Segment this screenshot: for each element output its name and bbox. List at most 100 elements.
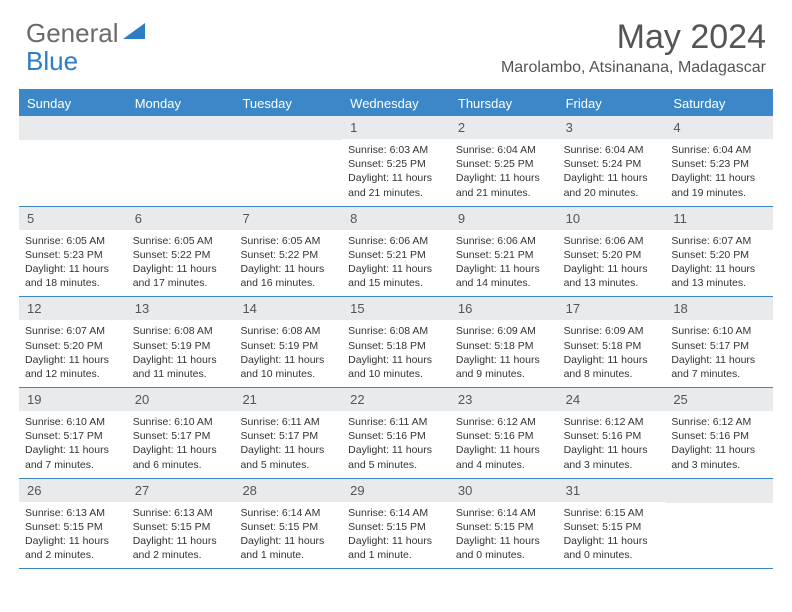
day-info	[127, 140, 235, 200]
day-number: 4	[665, 116, 773, 139]
month-title: May 2024	[501, 18, 766, 57]
logo-text-blue: Blue	[26, 46, 78, 76]
day-cell: 7Sunrise: 6:05 AMSunset: 5:22 PMDaylight…	[234, 207, 342, 297]
day-number: 12	[19, 297, 127, 320]
day-number	[127, 116, 235, 140]
day-info: Sunrise: 6:14 AMSunset: 5:15 PMDaylight:…	[450, 502, 558, 569]
day-number: 24	[558, 388, 666, 411]
day-cell: 26Sunrise: 6:13 AMSunset: 5:15 PMDayligh…	[19, 479, 127, 569]
day-number: 1	[342, 116, 450, 139]
day-info	[665, 503, 773, 563]
day-cell: 25Sunrise: 6:12 AMSunset: 5:16 PMDayligh…	[665, 388, 773, 478]
day-number: 28	[234, 479, 342, 502]
day-cell: 19Sunrise: 6:10 AMSunset: 5:17 PMDayligh…	[19, 388, 127, 478]
day-cell: 16Sunrise: 6:09 AMSunset: 5:18 PMDayligh…	[450, 297, 558, 387]
day-info: Sunrise: 6:05 AMSunset: 5:22 PMDaylight:…	[127, 230, 235, 297]
week-row: 26Sunrise: 6:13 AMSunset: 5:15 PMDayligh…	[19, 479, 773, 570]
day-cell: 21Sunrise: 6:11 AMSunset: 5:17 PMDayligh…	[234, 388, 342, 478]
day-number: 13	[127, 297, 235, 320]
day-cell: 10Sunrise: 6:06 AMSunset: 5:20 PMDayligh…	[558, 207, 666, 297]
day-header: Sunday	[19, 91, 127, 116]
day-number: 26	[19, 479, 127, 502]
location-subtitle: Marolambo, Atsinanana, Madagascar	[501, 59, 766, 77]
day-info: Sunrise: 6:07 AMSunset: 5:20 PMDaylight:…	[19, 320, 127, 387]
day-number: 7	[234, 207, 342, 230]
week-row: 12Sunrise: 6:07 AMSunset: 5:20 PMDayligh…	[19, 297, 773, 388]
day-cell: 4Sunrise: 6:04 AMSunset: 5:23 PMDaylight…	[665, 116, 773, 206]
day-number: 29	[342, 479, 450, 502]
day-header: Thursday	[450, 91, 558, 116]
day-number: 17	[558, 297, 666, 320]
day-number: 11	[665, 207, 773, 230]
day-cell: 3Sunrise: 6:04 AMSunset: 5:24 PMDaylight…	[558, 116, 666, 206]
day-number: 18	[665, 297, 773, 320]
day-cell: 15Sunrise: 6:08 AMSunset: 5:18 PMDayligh…	[342, 297, 450, 387]
day-info: Sunrise: 6:12 AMSunset: 5:16 PMDaylight:…	[558, 411, 666, 478]
day-cell: 29Sunrise: 6:14 AMSunset: 5:15 PMDayligh…	[342, 479, 450, 569]
day-info: Sunrise: 6:11 AMSunset: 5:17 PMDaylight:…	[234, 411, 342, 478]
logo-text-general: General	[26, 18, 119, 49]
day-cell: 18Sunrise: 6:10 AMSunset: 5:17 PMDayligh…	[665, 297, 773, 387]
day-cell: 5Sunrise: 6:05 AMSunset: 5:23 PMDaylight…	[19, 207, 127, 297]
day-cell	[127, 116, 235, 206]
day-info: Sunrise: 6:13 AMSunset: 5:15 PMDaylight:…	[19, 502, 127, 569]
day-number: 15	[342, 297, 450, 320]
day-number: 21	[234, 388, 342, 411]
day-header: Wednesday	[342, 91, 450, 116]
day-info	[19, 140, 127, 200]
day-cell: 28Sunrise: 6:14 AMSunset: 5:15 PMDayligh…	[234, 479, 342, 569]
day-header: Monday	[127, 91, 235, 116]
title-block: May 2024 Marolambo, Atsinanana, Madagasc…	[501, 18, 766, 77]
day-cell: 2Sunrise: 6:04 AMSunset: 5:25 PMDaylight…	[450, 116, 558, 206]
day-info: Sunrise: 6:10 AMSunset: 5:17 PMDaylight:…	[19, 411, 127, 478]
day-info: Sunrise: 6:09 AMSunset: 5:18 PMDaylight:…	[558, 320, 666, 387]
day-info: Sunrise: 6:12 AMSunset: 5:16 PMDaylight:…	[665, 411, 773, 478]
day-info: Sunrise: 6:05 AMSunset: 5:23 PMDaylight:…	[19, 230, 127, 297]
day-info: Sunrise: 6:12 AMSunset: 5:16 PMDaylight:…	[450, 411, 558, 478]
day-info: Sunrise: 6:06 AMSunset: 5:21 PMDaylight:…	[450, 230, 558, 297]
day-cell: 22Sunrise: 6:11 AMSunset: 5:16 PMDayligh…	[342, 388, 450, 478]
day-number: 31	[558, 479, 666, 502]
day-cell: 1Sunrise: 6:03 AMSunset: 5:25 PMDaylight…	[342, 116, 450, 206]
day-cell	[665, 479, 773, 569]
week-row: 5Sunrise: 6:05 AMSunset: 5:23 PMDaylight…	[19, 207, 773, 298]
day-header: Tuesday	[234, 91, 342, 116]
logo-triangle-icon	[123, 21, 145, 44]
day-number: 9	[450, 207, 558, 230]
day-number: 2	[450, 116, 558, 139]
day-cell	[19, 116, 127, 206]
day-number: 19	[19, 388, 127, 411]
day-info: Sunrise: 6:08 AMSunset: 5:19 PMDaylight:…	[234, 320, 342, 387]
day-info: Sunrise: 6:14 AMSunset: 5:15 PMDaylight:…	[342, 502, 450, 569]
day-cell: 17Sunrise: 6:09 AMSunset: 5:18 PMDayligh…	[558, 297, 666, 387]
day-number: 3	[558, 116, 666, 139]
day-info: Sunrise: 6:04 AMSunset: 5:25 PMDaylight:…	[450, 139, 558, 206]
day-info: Sunrise: 6:14 AMSunset: 5:15 PMDaylight:…	[234, 502, 342, 569]
day-info: Sunrise: 6:10 AMSunset: 5:17 PMDaylight:…	[127, 411, 235, 478]
day-info: Sunrise: 6:06 AMSunset: 5:21 PMDaylight:…	[342, 230, 450, 297]
day-number: 23	[450, 388, 558, 411]
day-number: 30	[450, 479, 558, 502]
day-cell: 11Sunrise: 6:07 AMSunset: 5:20 PMDayligh…	[665, 207, 773, 297]
day-info: Sunrise: 6:07 AMSunset: 5:20 PMDaylight:…	[665, 230, 773, 297]
day-header: Friday	[558, 91, 666, 116]
day-number: 27	[127, 479, 235, 502]
day-number	[665, 479, 773, 503]
day-cell: 23Sunrise: 6:12 AMSunset: 5:16 PMDayligh…	[450, 388, 558, 478]
day-number: 6	[127, 207, 235, 230]
day-info: Sunrise: 6:10 AMSunset: 5:17 PMDaylight:…	[665, 320, 773, 387]
week-row: 19Sunrise: 6:10 AMSunset: 5:17 PMDayligh…	[19, 388, 773, 479]
day-header-row: SundayMondayTuesdayWednesdayThursdayFrid…	[19, 91, 773, 116]
day-number: 25	[665, 388, 773, 411]
day-info: Sunrise: 6:08 AMSunset: 5:19 PMDaylight:…	[127, 320, 235, 387]
day-cell: 30Sunrise: 6:14 AMSunset: 5:15 PMDayligh…	[450, 479, 558, 569]
day-header: Saturday	[665, 91, 773, 116]
day-cell: 20Sunrise: 6:10 AMSunset: 5:17 PMDayligh…	[127, 388, 235, 478]
day-info: Sunrise: 6:03 AMSunset: 5:25 PMDaylight:…	[342, 139, 450, 206]
day-cell: 24Sunrise: 6:12 AMSunset: 5:16 PMDayligh…	[558, 388, 666, 478]
day-cell: 12Sunrise: 6:07 AMSunset: 5:20 PMDayligh…	[19, 297, 127, 387]
day-number	[19, 116, 127, 140]
day-info: Sunrise: 6:11 AMSunset: 5:16 PMDaylight:…	[342, 411, 450, 478]
day-info	[234, 140, 342, 200]
day-info: Sunrise: 6:15 AMSunset: 5:15 PMDaylight:…	[558, 502, 666, 569]
